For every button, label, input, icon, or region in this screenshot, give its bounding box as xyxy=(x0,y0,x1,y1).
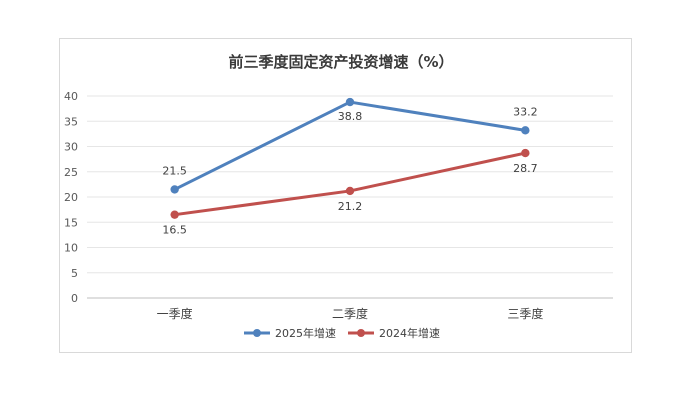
y-tick-label: 30 xyxy=(64,141,78,154)
data-point xyxy=(521,148,530,158)
y-tick-label: 10 xyxy=(64,242,78,255)
legend-label: 2024年增速 xyxy=(379,326,440,340)
y-tick-label: 0 xyxy=(71,292,78,305)
y-tick-label: 35 xyxy=(64,115,78,128)
data-label: 28.7 xyxy=(513,162,538,175)
data-point xyxy=(170,185,179,194)
y-tick-label: 40 xyxy=(64,90,78,103)
x-tick-label: 二季度 xyxy=(332,306,368,321)
data-point xyxy=(345,97,355,107)
gridlines xyxy=(87,95,613,299)
y-tick-label: 5 xyxy=(71,267,78,280)
x-tick-label: 三季度 xyxy=(507,306,543,321)
data-point xyxy=(521,126,530,135)
data-point xyxy=(345,186,355,196)
data-label: 21.5 xyxy=(162,164,187,177)
legend: 2025年增速 2024年增速 xyxy=(244,326,440,340)
x-tick-label: 一季度 xyxy=(157,306,193,321)
legend-swatch-marker xyxy=(357,329,365,337)
data-point xyxy=(170,210,179,219)
chart-frame xyxy=(59,38,632,353)
data-label: 38.8 xyxy=(338,110,363,123)
y-tick-label: 25 xyxy=(64,166,78,179)
y-axis-ticks: 0 5 10 15 20 25 30 35 40 xyxy=(64,90,78,305)
series-lines xyxy=(170,97,530,219)
x-axis-ticks: 一季度 二季度 三季度 xyxy=(157,306,544,321)
legend-swatch-marker xyxy=(253,329,261,337)
chart-title: 前三季度固定资产投资增速（%） xyxy=(228,53,453,71)
data-label: 21.2 xyxy=(338,200,363,213)
y-tick-label: 20 xyxy=(64,191,78,204)
data-labels: 21.5 38.8 33.2 16.5 21.2 28.7 xyxy=(162,105,537,236)
data-label: 16.5 xyxy=(162,224,187,237)
data-label: 33.2 xyxy=(513,105,538,118)
legend-label: 2025年增速 xyxy=(275,326,336,340)
y-tick-label: 15 xyxy=(64,216,78,229)
